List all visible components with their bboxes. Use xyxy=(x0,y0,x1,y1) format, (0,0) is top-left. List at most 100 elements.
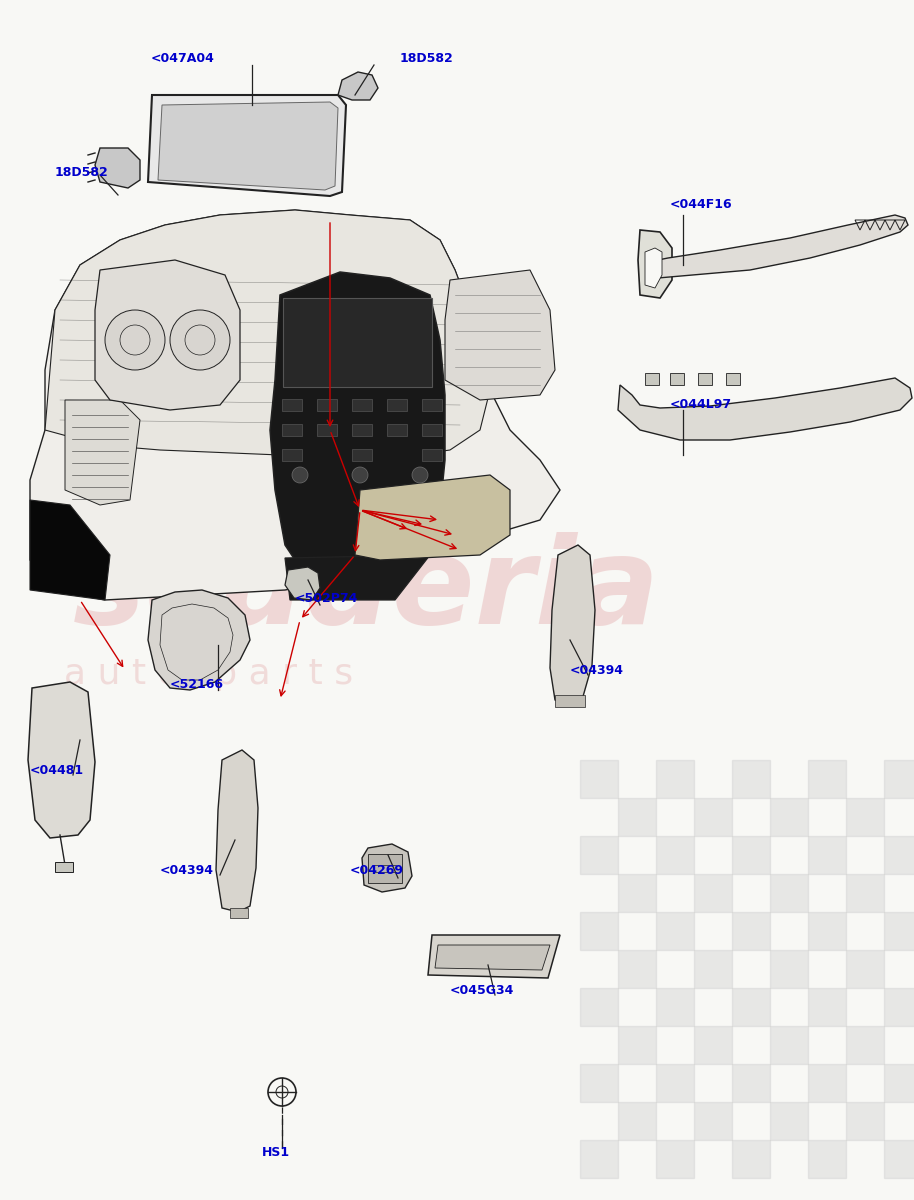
Bar xyxy=(580,1064,618,1102)
Circle shape xyxy=(412,467,428,482)
Bar xyxy=(670,373,684,385)
Bar xyxy=(618,1102,656,1140)
Bar xyxy=(317,424,337,436)
Bar xyxy=(580,912,618,950)
Text: <502P74: <502P74 xyxy=(295,592,358,605)
Bar xyxy=(770,1026,808,1064)
Bar xyxy=(282,424,302,436)
Polygon shape xyxy=(445,270,555,400)
Polygon shape xyxy=(28,682,95,838)
Bar xyxy=(884,760,914,798)
Text: <04394: <04394 xyxy=(160,864,214,876)
Bar xyxy=(846,950,884,988)
Bar xyxy=(808,1140,846,1178)
Polygon shape xyxy=(95,260,240,410)
Bar xyxy=(726,373,740,385)
Bar xyxy=(656,760,694,798)
Circle shape xyxy=(170,310,230,370)
Text: 18D582: 18D582 xyxy=(400,52,453,65)
Polygon shape xyxy=(148,590,250,690)
Bar xyxy=(387,398,407,410)
Bar xyxy=(846,798,884,836)
Bar xyxy=(618,798,656,836)
Text: <04394: <04394 xyxy=(570,664,624,677)
Bar xyxy=(808,836,846,874)
Bar xyxy=(580,760,618,798)
Bar xyxy=(580,1140,618,1178)
Bar xyxy=(387,424,407,436)
Circle shape xyxy=(105,310,165,370)
Bar xyxy=(656,836,694,874)
Polygon shape xyxy=(362,844,412,892)
Polygon shape xyxy=(658,215,908,278)
Bar xyxy=(555,695,585,707)
Bar xyxy=(808,912,846,950)
Bar xyxy=(884,988,914,1026)
Text: <04269: <04269 xyxy=(350,864,404,876)
Bar xyxy=(732,1140,770,1178)
Bar xyxy=(884,1140,914,1178)
Polygon shape xyxy=(65,400,140,505)
Bar xyxy=(580,988,618,1026)
Bar xyxy=(698,373,712,385)
Text: HS1: HS1 xyxy=(262,1146,290,1158)
Bar xyxy=(352,424,372,436)
Bar xyxy=(422,449,442,461)
Circle shape xyxy=(352,467,368,482)
Polygon shape xyxy=(618,378,912,440)
Polygon shape xyxy=(285,554,430,600)
Bar xyxy=(884,912,914,950)
Circle shape xyxy=(292,467,308,482)
FancyBboxPatch shape xyxy=(368,854,402,883)
Polygon shape xyxy=(30,500,110,600)
Polygon shape xyxy=(45,210,490,460)
Polygon shape xyxy=(95,148,140,188)
Text: <044F16: <044F16 xyxy=(670,198,733,211)
Text: <52166: <52166 xyxy=(170,678,224,691)
Bar xyxy=(732,912,770,950)
Bar xyxy=(884,1064,914,1102)
Bar xyxy=(846,874,884,912)
Bar xyxy=(770,874,808,912)
Bar xyxy=(770,1102,808,1140)
Bar xyxy=(694,1102,732,1140)
Polygon shape xyxy=(158,102,338,190)
Bar xyxy=(808,760,846,798)
Text: scuderia: scuderia xyxy=(73,532,661,649)
Bar xyxy=(656,1064,694,1102)
Polygon shape xyxy=(550,545,595,704)
Bar xyxy=(618,1026,656,1064)
Polygon shape xyxy=(638,230,672,298)
Bar xyxy=(618,874,656,912)
Bar xyxy=(352,449,372,461)
Bar xyxy=(694,1026,732,1064)
Polygon shape xyxy=(645,248,662,288)
Bar xyxy=(732,1064,770,1102)
Bar xyxy=(618,950,656,988)
Polygon shape xyxy=(355,475,510,560)
Bar xyxy=(732,760,770,798)
Polygon shape xyxy=(148,95,346,196)
Polygon shape xyxy=(30,210,560,600)
Text: 18D582: 18D582 xyxy=(55,166,109,179)
Bar xyxy=(656,912,694,950)
Bar xyxy=(846,1026,884,1064)
Bar xyxy=(230,908,248,918)
Text: <047A04: <047A04 xyxy=(151,52,215,65)
Polygon shape xyxy=(338,72,378,100)
Polygon shape xyxy=(435,946,550,970)
Bar xyxy=(352,398,372,410)
Bar xyxy=(645,373,659,385)
Polygon shape xyxy=(428,935,560,978)
Bar xyxy=(808,1064,846,1102)
Text: <045G34: <045G34 xyxy=(450,984,515,996)
Polygon shape xyxy=(270,272,445,560)
Bar xyxy=(422,398,442,410)
Bar xyxy=(884,836,914,874)
Bar xyxy=(732,836,770,874)
Bar xyxy=(317,398,337,410)
FancyBboxPatch shape xyxy=(283,298,432,386)
Text: a u t o   p a r t s: a u t o p a r t s xyxy=(64,656,353,691)
Bar xyxy=(282,398,302,410)
Bar xyxy=(694,798,732,836)
